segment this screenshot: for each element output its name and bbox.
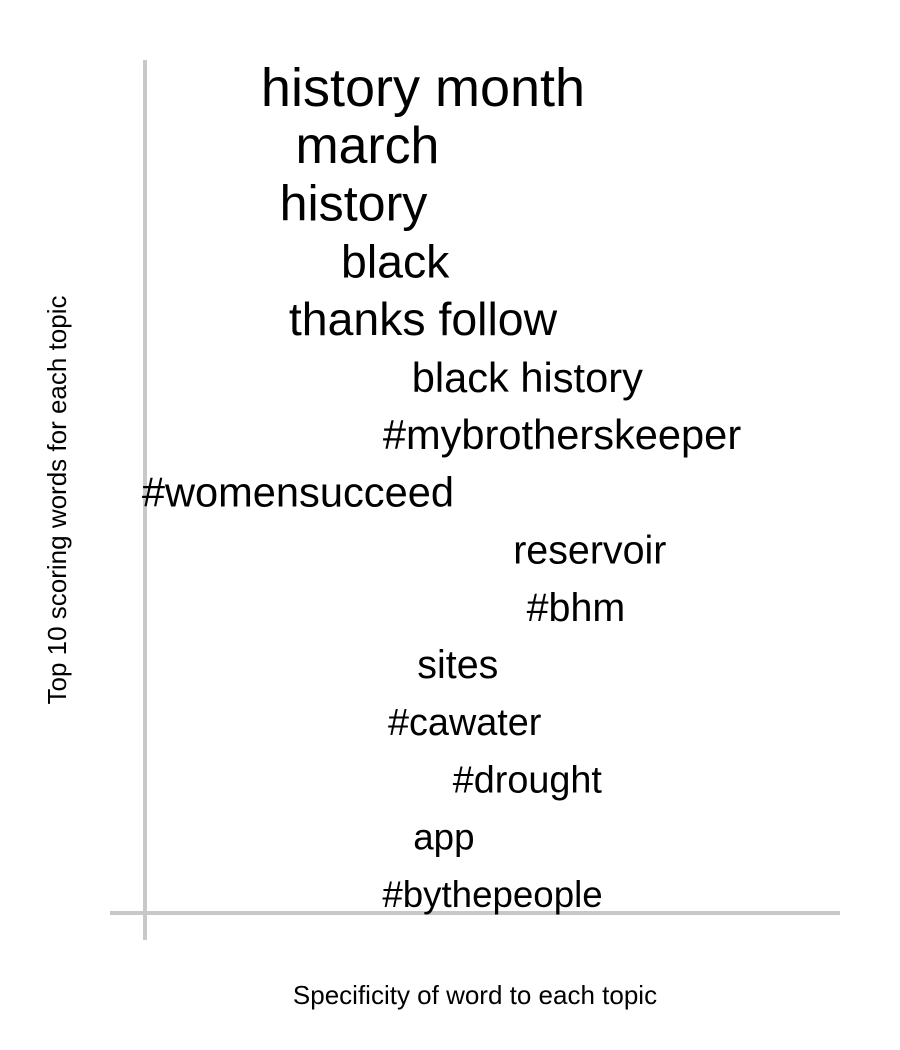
- word-label: history month: [261, 58, 585, 118]
- word-label: #bythepeople: [382, 874, 602, 915]
- word-label: thanks follow: [289, 293, 558, 345]
- word-label: #cawater: [388, 702, 541, 744]
- word-label: black: [341, 236, 450, 288]
- word-label: #mybrotherskeeper: [383, 411, 741, 458]
- word-label: march: [295, 116, 439, 174]
- word-label: reservoir: [513, 529, 666, 573]
- word-label: #bhm: [527, 586, 626, 630]
- word-label: history: [280, 175, 428, 231]
- word-label: #womensucceed: [142, 468, 454, 515]
- word-label: black history: [412, 354, 643, 401]
- word-label: #drought: [453, 759, 603, 801]
- y-axis-title: Top 10 scoring words for each topic: [42, 296, 72, 705]
- x-axis-title: Specificity of word to each topic: [293, 980, 657, 1010]
- word-label: app: [413, 817, 474, 858]
- word-label: sites: [417, 643, 498, 687]
